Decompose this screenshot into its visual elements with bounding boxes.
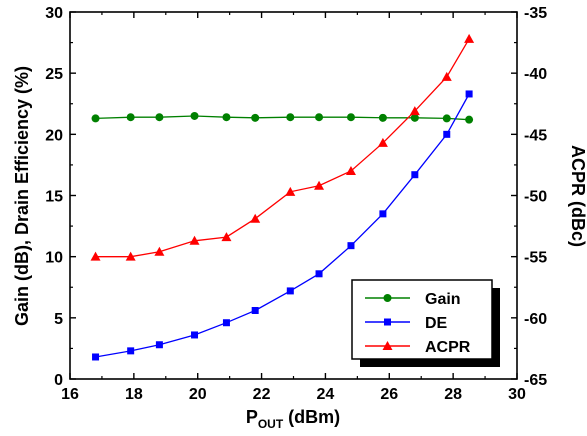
gain-point <box>315 113 324 122</box>
gain-series <box>91 111 474 124</box>
x-axis-title: POUT (dBm) <box>246 407 340 431</box>
acpr-point <box>189 235 200 245</box>
legend-label: ACPR <box>425 339 471 356</box>
y-right-tick-label: -55 <box>524 250 547 267</box>
y-axis-left-title: Gain (dB), Drain Efficiency (%) <box>12 66 32 326</box>
gain-point <box>222 113 231 122</box>
legend-item-acpr: ACPR <box>365 339 471 356</box>
de-point <box>251 306 259 314</box>
legend: Gain DE ACPR <box>351 279 500 367</box>
y-left-tick-label: 15 <box>45 189 63 206</box>
de-point <box>127 347 135 355</box>
x-tick-label: 28 <box>444 386 462 403</box>
de-series <box>92 90 473 361</box>
acpr-point <box>154 246 165 256</box>
gain-point <box>91 114 100 123</box>
x-tick-label: 30 <box>508 386 526 403</box>
acpr-point <box>464 33 475 43</box>
gain-point <box>286 113 295 122</box>
legend-swatch-marker <box>383 294 392 302</box>
acpr-point <box>345 166 356 176</box>
de-point <box>222 319 230 327</box>
de-point <box>379 210 387 218</box>
y-right-tick-label: -60 <box>524 311 547 328</box>
legend-swatch-marker <box>382 341 393 350</box>
y-left-tick-label: 25 <box>45 66 63 83</box>
y-left-tick-label: 30 <box>45 5 63 22</box>
acpr-point <box>250 213 261 223</box>
y-right-tick-label: -65 <box>524 372 547 389</box>
x-tick-label: 22 <box>253 386 271 403</box>
y-left-tick-label: 5 <box>54 311 63 328</box>
x-axis-title-main: P <box>246 407 258 427</box>
acpr-point <box>221 232 232 242</box>
acpr-line <box>95 38 470 258</box>
y-left-tick-label: 10 <box>45 250 63 267</box>
legend-swatch-marker <box>384 318 391 326</box>
x-tick-label: 20 <box>189 386 207 403</box>
series-layer <box>90 33 475 361</box>
acpr-point <box>90 251 101 261</box>
x-axis-title-sub: OUT <box>258 417 284 431</box>
de-point <box>191 331 199 339</box>
y-left-tick-label: 0 <box>54 372 63 389</box>
acpr-point <box>314 180 325 190</box>
gain-point <box>465 115 474 124</box>
acpr-point <box>285 186 296 196</box>
ticks-layer: 16 18 20 22 24 26 28 30051015202530-65-60-55-50… <box>45 5 547 403</box>
gain-point <box>378 113 387 122</box>
gain-point <box>251 113 260 122</box>
legend-item-gain: Gain <box>365 291 461 308</box>
x-axis-title-unit: (dBm) <box>283 407 340 427</box>
legend-item-de: DE <box>365 315 448 332</box>
x-tick-label: 24 <box>317 386 335 403</box>
de-point <box>92 353 100 361</box>
gain-point <box>190 111 199 120</box>
x-tick-label: 18 <box>125 386 143 403</box>
x-tick-label: 16 <box>61 386 79 403</box>
legend-label: DE <box>425 315 448 332</box>
gain-point <box>155 113 164 122</box>
gain-point <box>126 113 135 122</box>
de-point <box>411 171 419 179</box>
y-right-tick-label: -35 <box>524 5 547 22</box>
acpr-point <box>125 251 136 261</box>
gain-point <box>410 113 419 122</box>
y-left-tick-label: 20 <box>45 127 63 144</box>
acpr-point <box>377 137 388 147</box>
de-point <box>286 287 294 295</box>
y-axis-right-title: ACPR (dBc) <box>568 145 587 247</box>
acpr-point <box>409 106 420 116</box>
legend-label: Gain <box>425 291 461 308</box>
de-point <box>465 90 473 98</box>
x-tick-label: 26 <box>380 386 398 403</box>
y-right-tick-label: -40 <box>524 66 547 83</box>
y-right-tick-label: -45 <box>524 127 547 144</box>
legend-items: Gain DE ACPR <box>365 291 471 356</box>
legend-box <box>351 279 493 360</box>
de-point <box>155 341 163 349</box>
acpr-point <box>441 71 452 81</box>
de-point <box>347 242 355 250</box>
gain-point <box>346 113 355 122</box>
de-point <box>315 270 323 278</box>
acpr-series <box>90 33 475 261</box>
de-point <box>443 130 451 138</box>
gain-point <box>442 114 451 123</box>
y-right-tick-label: -50 <box>524 189 547 206</box>
